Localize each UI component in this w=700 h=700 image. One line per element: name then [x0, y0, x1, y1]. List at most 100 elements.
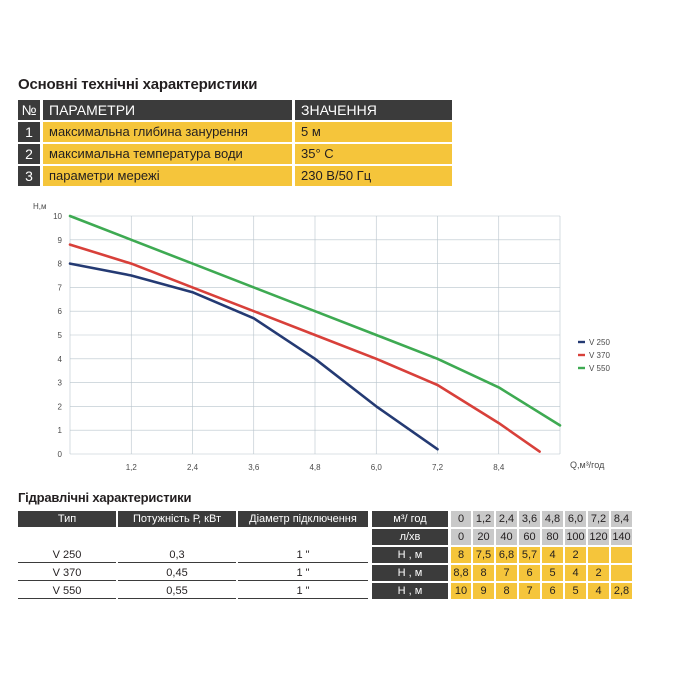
row-unit: Н , м — [372, 565, 448, 581]
head-value — [588, 547, 609, 563]
head-value: 8,8 — [451, 565, 471, 581]
row-type: V 250 — [18, 547, 116, 563]
y-tick-label: 6 — [58, 307, 63, 316]
head-value: 2 — [588, 565, 609, 581]
x-tick-label: 3,6 — [248, 463, 260, 472]
specs-row-value: 230 В/50 Гц — [295, 166, 452, 186]
head-value — [611, 547, 632, 563]
head-value: 2,8 — [611, 583, 632, 599]
head-value: 5 — [542, 565, 563, 581]
head-value: 4 — [565, 565, 586, 581]
x-axis-label: Q,м³/год — [570, 460, 605, 470]
specs-header-param: ПАРАМЕТРИ — [43, 100, 292, 120]
table-row: V 550 0,55 1 " Н , м 10 9 8 7 6 5 4 2,8 — [18, 583, 684, 599]
flow-m3-value: 3,6 — [519, 511, 540, 527]
row-unit: Н , м — [372, 547, 448, 563]
specs-header-value: ЗНАЧЕННЯ — [295, 100, 452, 120]
specs-row-param: параметри мережі — [43, 166, 292, 186]
legend-label: V 250 — [589, 338, 610, 347]
y-tick-label: 2 — [58, 402, 63, 411]
hydraulic-header-row-2: л/хв 0 20 40 60 80 100 120 140 — [18, 529, 684, 545]
header-diameter: Діаметр підключення — [238, 511, 368, 527]
header-type: Тип — [18, 511, 116, 527]
specs-row-value: 35° С — [295, 144, 452, 164]
row-power: 0,55 — [118, 583, 236, 599]
legend-label: V 370 — [589, 351, 610, 360]
flow-m3-unit: м³/ год — [372, 511, 448, 527]
specs-header-row: № ПАРАМЕТРИ ЗНАЧЕННЯ — [18, 100, 452, 120]
x-tick-label: 6,0 — [371, 463, 383, 472]
head-value: 6,8 — [496, 547, 517, 563]
flow-m3-value: 8,4 — [611, 511, 632, 527]
head-value: 4 — [588, 583, 609, 599]
flow-m3-value: 6,0 — [565, 511, 586, 527]
flow-l-value: 80 — [542, 529, 563, 545]
x-tick-labels: 1,2 2,4 3,6 4,8 6,0 7,2 8,4 — [126, 463, 505, 472]
table-row: V 250 0,3 1 " Н , м 8 7,5 6,8 5,7 4 2 — [18, 547, 684, 563]
row-diameter: 1 " — [238, 547, 368, 563]
y-tick-label: 8 — [58, 260, 63, 269]
y-tick-label: 3 — [58, 379, 63, 388]
specs-row-value: 5 м — [295, 122, 452, 142]
head-value: 8 — [451, 547, 471, 563]
y-tick-label: 1 — [58, 426, 63, 435]
head-value: 2 — [565, 547, 586, 563]
specs-row-num: 2 — [18, 144, 40, 164]
hydraulic-title: Гідравлічні характеристики — [18, 490, 192, 505]
flow-l-value: 60 — [519, 529, 540, 545]
flow-m3-value: 7,2 — [588, 511, 609, 527]
flow-m3-value: 1,2 — [473, 511, 494, 527]
specs-table: № ПАРАМЕТРИ ЗНАЧЕННЯ 1 максимальна глиби… — [18, 100, 452, 188]
flow-m3-value: 0 — [451, 511, 471, 527]
x-tick-label: 2,4 — [187, 463, 199, 472]
head-value: 5 — [565, 583, 586, 599]
specs-row-param: максимальна температура води — [43, 144, 292, 164]
specs-row: 3 параметри мережі 230 В/50 Гц — [18, 166, 452, 186]
legend-label: V 550 — [589, 364, 610, 373]
head-value: 7,5 — [473, 547, 494, 563]
row-unit: Н , м — [372, 583, 448, 599]
flow-m3-value: 4,8 — [542, 511, 563, 527]
flow-l-value: 40 — [496, 529, 517, 545]
flow-m3-value: 2,4 — [496, 511, 517, 527]
head-value: 6 — [542, 583, 563, 599]
series-line — [68, 262, 439, 451]
specs-row: 2 максимальна температура води 35° С — [18, 144, 452, 164]
y-axis-label: H,м — [33, 202, 47, 211]
head-value: 6 — [519, 565, 540, 581]
hydraulic-header-row: Тип Потужність Р, кВт Діаметр підключенн… — [18, 511, 684, 527]
flow-l-unit: л/хв — [372, 529, 448, 545]
y-tick-label: 5 — [58, 331, 63, 340]
chart-series — [68, 214, 562, 453]
flow-l-value: 20 — [473, 529, 494, 545]
x-tick-label: 1,2 — [126, 463, 138, 472]
table-row: V 370 0,45 1 " Н , м 8,8 8 7 6 5 4 2 — [18, 565, 684, 581]
row-power: 0,3 — [118, 547, 236, 563]
specs-header-num: № — [18, 100, 40, 120]
specs-title: Основні технічні характеристики — [18, 76, 258, 93]
y-tick-label: 9 — [58, 236, 63, 245]
flow-l-value: 120 — [588, 529, 609, 545]
row-type: V 550 — [18, 583, 116, 599]
y-tick-label: 4 — [58, 355, 63, 364]
row-power: 0,45 — [118, 565, 236, 581]
series-line — [68, 243, 541, 453]
x-tick-label: 7,2 — [432, 463, 444, 472]
head-value: 7 — [519, 583, 540, 599]
head-value: 10 — [451, 583, 471, 599]
specs-row-num: 3 — [18, 166, 40, 186]
pump-curve-chart: 0 1 2 3 4 5 6 7 8 9 10 1,2 2,4 3,6 4,8 6,0 7,2 8,4 H,м Q… — [33, 202, 610, 472]
head-value: 5,7 — [519, 547, 540, 563]
head-value — [611, 565, 632, 581]
y-tick-labels: 0 1 2 3 4 5 6 7 8 9 10 — [53, 212, 62, 459]
row-diameter: 1 " — [238, 583, 368, 599]
head-value: 4 — [542, 547, 563, 563]
flow-l-value: 100 — [565, 529, 586, 545]
y-tick-label: 7 — [58, 283, 63, 292]
y-tick-label: 0 — [58, 450, 63, 459]
row-diameter: 1 " — [238, 565, 368, 581]
series-line — [68, 214, 562, 427]
flow-l-value: 140 — [611, 529, 632, 545]
hydraulic-table: Тип Потужність Р, кВт Діаметр підключенн… — [18, 511, 684, 601]
specs-row-num: 1 — [18, 122, 40, 142]
